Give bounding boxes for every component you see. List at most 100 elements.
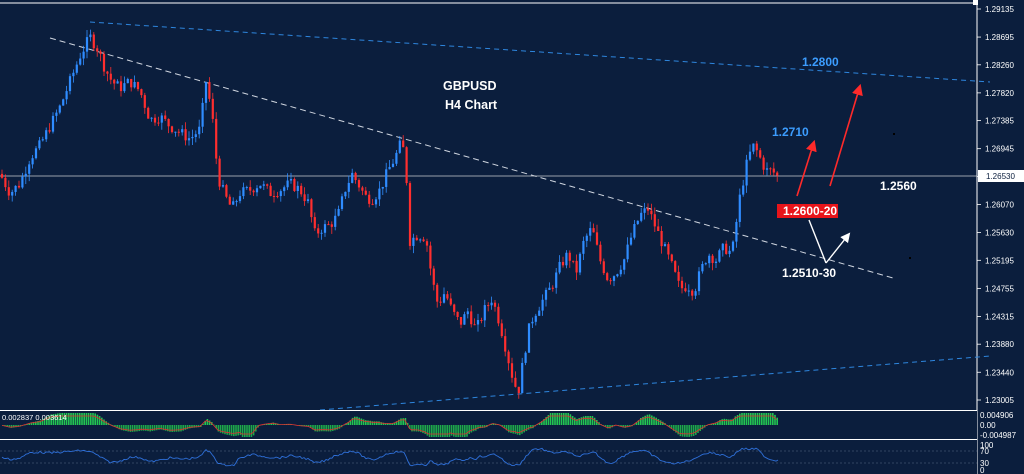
candle-body xyxy=(650,210,653,215)
price-tick-label: 1.27385 xyxy=(985,117,1014,126)
histogram-bar xyxy=(448,425,451,437)
candle-body xyxy=(225,185,228,197)
histogram-bar xyxy=(151,425,154,432)
histogram-bar xyxy=(554,413,556,425)
candle-body xyxy=(714,261,718,263)
candle-body xyxy=(463,314,466,325)
histogram-bar xyxy=(266,423,268,425)
candle-body xyxy=(517,386,520,394)
candle-body xyxy=(75,64,78,73)
candle-body xyxy=(551,287,554,289)
candle-body xyxy=(626,244,629,260)
top-right-marker xyxy=(973,0,978,5)
candle-body xyxy=(136,81,140,90)
candle-body xyxy=(191,136,194,139)
candle-body xyxy=(419,239,422,241)
histogram-bar xyxy=(569,414,572,425)
candle-body xyxy=(24,173,27,177)
histogram-bar xyxy=(433,425,435,437)
histogram-bar xyxy=(246,425,248,437)
histogram-bar xyxy=(426,425,429,436)
histogram-bar xyxy=(558,413,561,425)
histogram-bar xyxy=(206,419,209,425)
osc2-tick: 100 xyxy=(980,441,994,450)
candle-body xyxy=(487,305,490,307)
histogram-bar xyxy=(8,425,11,428)
histogram-bar xyxy=(593,417,596,425)
candle-body xyxy=(276,196,279,198)
histogram-bar xyxy=(618,425,620,426)
histogram-bar xyxy=(140,425,143,431)
candle-body xyxy=(544,289,548,300)
histogram-bar xyxy=(250,425,253,437)
candle-body xyxy=(769,168,772,170)
candle-body xyxy=(612,276,616,281)
candle-body xyxy=(585,235,588,241)
histogram-bar xyxy=(604,425,607,427)
histogram-bar xyxy=(354,416,356,425)
red-arrow-long xyxy=(829,83,863,187)
histogram-bar xyxy=(24,424,26,426)
histogram-bar xyxy=(761,413,763,425)
candle-body xyxy=(711,255,714,263)
histogram-bar xyxy=(39,420,41,425)
histogram-bar xyxy=(380,422,382,425)
histogram-bar xyxy=(538,422,541,425)
candle-body xyxy=(480,320,483,322)
histogram-bar xyxy=(142,425,145,431)
histogram-bar xyxy=(145,425,147,431)
candle-body xyxy=(130,79,133,88)
candle-body xyxy=(504,336,507,352)
histogram-bar xyxy=(103,419,105,425)
histogram-bar xyxy=(541,421,543,425)
histogram-bar xyxy=(732,418,734,425)
candle-body xyxy=(62,99,65,106)
histogram-bar xyxy=(576,418,578,425)
histogram-bar xyxy=(241,425,244,437)
candle-body xyxy=(38,140,41,149)
candle-body xyxy=(303,194,306,202)
candle-body xyxy=(728,250,731,254)
histogram-bar xyxy=(270,422,272,425)
histogram-bar xyxy=(675,425,677,433)
candle-body xyxy=(327,224,330,226)
histogram-bar xyxy=(490,424,492,425)
histogram-bar xyxy=(620,425,622,427)
candle-body xyxy=(113,79,116,84)
oscillator-1-label: 0.002837 0.003614 xyxy=(2,413,67,422)
histogram-bar xyxy=(345,423,347,425)
histogram-bar xyxy=(193,425,195,428)
histogram-bar xyxy=(303,425,305,427)
histogram-bar xyxy=(336,425,338,430)
candle-body xyxy=(147,107,150,119)
histogram-bar xyxy=(233,425,235,437)
candle-body xyxy=(252,190,255,193)
histogram-bar xyxy=(523,425,525,433)
histogram-bar xyxy=(376,421,378,425)
candle-body xyxy=(164,115,167,119)
histogram-bar xyxy=(723,418,726,425)
histogram-bar xyxy=(417,425,420,432)
histogram-bar xyxy=(648,414,651,425)
candle-body xyxy=(279,191,282,197)
histogram-bar xyxy=(712,423,715,425)
candle-body xyxy=(211,98,214,119)
histogram-bar xyxy=(101,417,103,425)
histogram-bar xyxy=(114,425,116,427)
candle-body xyxy=(4,177,7,188)
price-tick-label: 1.23880 xyxy=(985,340,1014,349)
candle-body xyxy=(538,310,541,316)
candle-body xyxy=(575,260,578,273)
candle-body xyxy=(674,261,677,272)
histogram-bar xyxy=(112,425,114,426)
histogram-bar xyxy=(459,425,462,437)
histogram-bar xyxy=(574,417,576,425)
histogram-bar xyxy=(367,420,369,425)
histogram-bar xyxy=(602,425,605,426)
candle-body xyxy=(41,139,44,141)
candle-body xyxy=(96,48,99,52)
candle-body xyxy=(351,172,354,183)
candle-body xyxy=(565,252,568,266)
histogram-bar xyxy=(774,414,776,425)
candle-body xyxy=(572,260,575,262)
